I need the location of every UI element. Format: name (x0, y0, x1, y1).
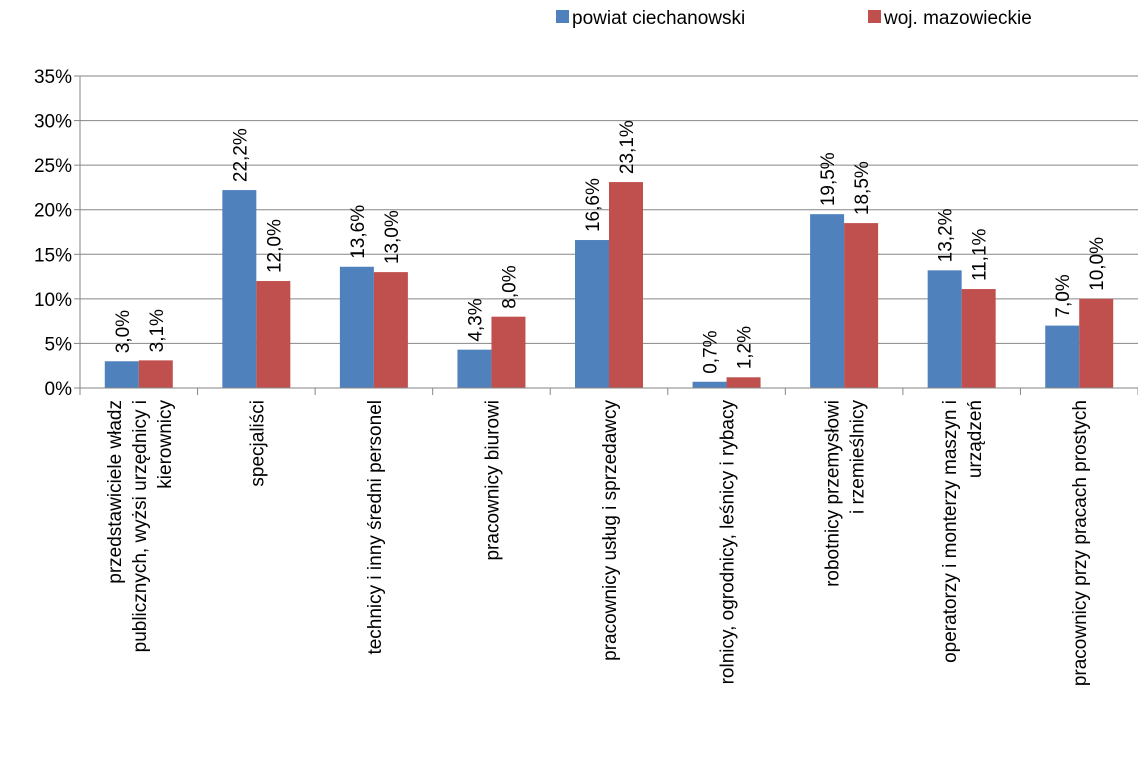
bar-wojewodztwo (1079, 298, 1114, 388)
x-axis-category-label-line: pracownicy przy pracach prostych (1070, 400, 1091, 686)
x-axis-category-label-line: robotnicy przemysłowi (823, 400, 844, 587)
data-label: 1,2% (735, 326, 756, 369)
y-axis-tick-label: 15% (34, 245, 72, 266)
x-axis-category-label: rolnicy, ogrodnicy, leśnicy i rybacy (718, 400, 739, 685)
y-axis-tick-label: 20% (34, 201, 72, 222)
data-label: 8,0% (499, 265, 520, 308)
bar-powiat (222, 190, 257, 388)
legend-label-wojewodztwo: woj. mazowieckie (883, 8, 1032, 29)
data-label: 0,7% (701, 330, 722, 373)
x-axis-category-label-line: kierownicy (155, 400, 176, 489)
data-label: 7,0% (1053, 274, 1074, 317)
x-axis-category-label: pracownicy przy pracach prostych (1070, 400, 1091, 686)
bar-wojewodztwo (491, 316, 526, 388)
y-axis-tick-label: 30% (34, 112, 72, 133)
x-axis-category-label: przedstawiciele władz publicznych, wyżsi … (105, 400, 176, 653)
bar-powiat (1045, 325, 1080, 388)
data-label: 16,6% (583, 178, 604, 232)
x-axis-category-label-line: operatorzy i monterzy maszyn i (940, 400, 961, 663)
data-label: 13,6% (348, 205, 369, 259)
data-label: 10,0% (1087, 237, 1108, 291)
x-axis-category-label-line: przedstawiciele władz (105, 400, 126, 584)
bar-wojewodztwo (961, 289, 996, 388)
y-axis-tick-label: 0% (45, 379, 73, 400)
data-label: 23,1% (617, 120, 638, 174)
bar-wojewodztwo (844, 223, 879, 388)
y-axis-tick-label: 25% (34, 156, 72, 177)
bar-powiat (927, 270, 962, 388)
data-label: 3,0% (113, 310, 134, 353)
bar-wojewodztwo (726, 377, 761, 388)
x-axis-category-label-line: pracownicy usług i sprzedawcy (600, 400, 621, 661)
y-axis-tick-label: 10% (34, 290, 72, 311)
data-label: 4,3% (465, 298, 486, 341)
data-label: 3,1% (147, 309, 168, 352)
x-axis-category-label-line: technicy i inny średni personel (365, 400, 386, 655)
x-axis-category-label: pracownicy biurowi (482, 400, 503, 561)
axes (74, 75, 1138, 395)
data-labels: 3,0% 3,1% 22,2% 12,0% 13,6% 13,0% 4,3% 8,0% 16,6… (113, 120, 1108, 374)
legend-swatch-powiat (556, 10, 569, 23)
y-axis-tick-label: 5% (45, 334, 73, 355)
y-axis-tick-label: 35% (34, 67, 72, 88)
data-label: 18,5% (852, 161, 873, 215)
bar-wojewodztwo (373, 272, 408, 388)
bar-wojewodztwo (256, 281, 291, 388)
x-axis-category-label-line: i rzemieślnicy (848, 400, 869, 515)
bar-powiat (339, 266, 374, 388)
bar-powiat (104, 361, 139, 388)
x-axis-category-label: specjaliści (247, 400, 268, 487)
x-axis-category-label: technicy i inny średni personel (365, 400, 386, 655)
x-axis-category-label-line: specjaliści (247, 400, 268, 487)
x-axis-category-labels: przedstawiciele władz publicznych, wyżsi … (105, 400, 1091, 687)
x-axis-category-label: pracownicy usług i sprzedawcy (600, 400, 621, 661)
x-axis-category-label-line: publicznych, wyżsi urzędnicy i (130, 400, 151, 652)
data-label: 12,0% (264, 219, 285, 273)
data-label: 19,5% (818, 152, 839, 206)
data-label: 13,2% (936, 208, 957, 262)
bar-powiat (810, 214, 845, 388)
bars (104, 182, 1114, 388)
bar-wojewodztwo (138, 360, 173, 388)
data-label: 22,2% (230, 128, 251, 182)
x-axis-category-label-line: rolnicy, ogrodnicy, leśnicy i rybacy (718, 400, 739, 685)
bar-powiat (457, 349, 492, 388)
legend-label-powiat: powiat ciechanowski (572, 8, 745, 29)
x-axis-category-label: robotnicy przemysłowi i rzemieślnicy (823, 400, 869, 587)
legend-swatch-wojewodztwo (868, 10, 881, 23)
legend: powiat ciechanowski woj. mazowieckie (556, 8, 1032, 29)
data-label: 13,0% (382, 210, 403, 264)
x-axis-category-label-line: pracownicy biurowi (482, 400, 503, 561)
y-axis-tick-labels: 0% 5% 10% 15% 20% 25% 30% 35% (34, 67, 72, 400)
bar-powiat (692, 381, 727, 388)
bar-powiat (575, 240, 609, 388)
x-axis-category-label: operatorzy i monterzy maszyn i urządzeń (940, 400, 986, 663)
bar-wojewodztwo (609, 182, 643, 388)
x-axis-category-label-line: urządzeń (965, 400, 986, 478)
data-label: 11,1% (970, 228, 991, 281)
